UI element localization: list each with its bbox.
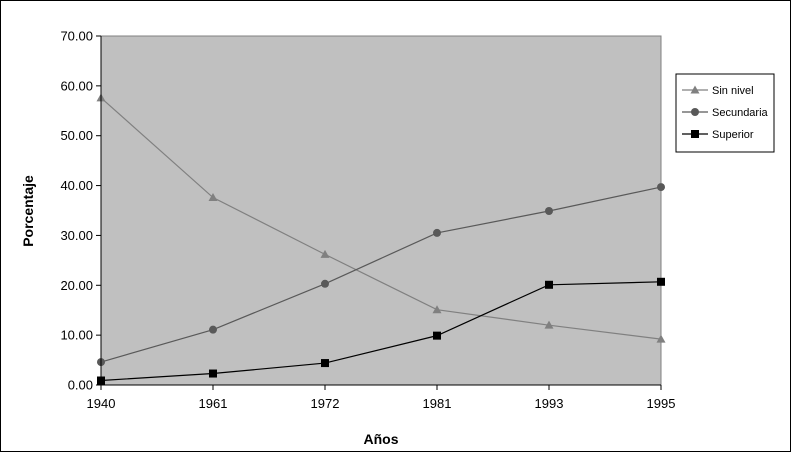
y-tick-label: 60.00 (60, 78, 93, 93)
legend-label: Sin nivel (712, 85, 754, 97)
y-axis-title: Porcentaje (20, 175, 36, 247)
data-point (544, 320, 554, 329)
data-point (656, 334, 666, 343)
y-tick-label: 50.00 (60, 128, 93, 143)
data-point (208, 193, 218, 202)
data-point (209, 369, 217, 378)
series-line (100, 186, 662, 363)
legend: Sin nivel Secundaria Superior (675, 73, 775, 153)
x-tick-label: 1972 (311, 396, 340, 411)
data-point (433, 228, 441, 237)
y-axis-ticks: 0.00 10.00 20.00 30.00 40.00 50.00 60.00 70.00 (60, 29, 101, 393)
data-point (320, 249, 330, 258)
legend-marker (691, 130, 699, 138)
y-tick-label: 30.00 (60, 228, 93, 243)
legend-label: Secundaria (712, 107, 769, 119)
x-axis-title: Años (364, 431, 399, 447)
data-point (657, 183, 665, 192)
y-tick-label: 40.00 (60, 178, 93, 193)
plot-area (100, 35, 662, 386)
legend-item: Secundaria (682, 107, 769, 119)
x-tick-label: 1995 (647, 396, 676, 411)
data-point (321, 359, 329, 368)
data-point (432, 305, 442, 314)
x-tick-label: 1961 (199, 396, 228, 411)
legend-marker (690, 85, 700, 94)
x-tick-label: 1981 (423, 396, 452, 411)
data-point (657, 277, 665, 286)
x-tick-label: 1993 (535, 396, 564, 411)
x-tick-label: 1940 (87, 396, 116, 411)
y-tick-label: 10.00 (60, 328, 93, 343)
legend-label: Superior (712, 129, 754, 141)
data-point (321, 279, 329, 288)
x-axis-ticks: 1940 1961 1972 1981 1993 1995 (87, 385, 676, 411)
series-line (100, 97, 662, 340)
legend-marker (691, 108, 699, 116)
series-line (100, 281, 662, 382)
data-point (209, 325, 217, 334)
data-point (545, 206, 553, 215)
legend-item: Superior (682, 129, 754, 141)
y-tick-label: 70.00 (60, 29, 93, 44)
y-tick-label: 20.00 (60, 278, 93, 293)
data-point (433, 331, 441, 340)
legend-item: Sin nivel (682, 85, 754, 97)
y-tick-label: 0.00 (68, 378, 93, 393)
data-point (545, 280, 553, 289)
